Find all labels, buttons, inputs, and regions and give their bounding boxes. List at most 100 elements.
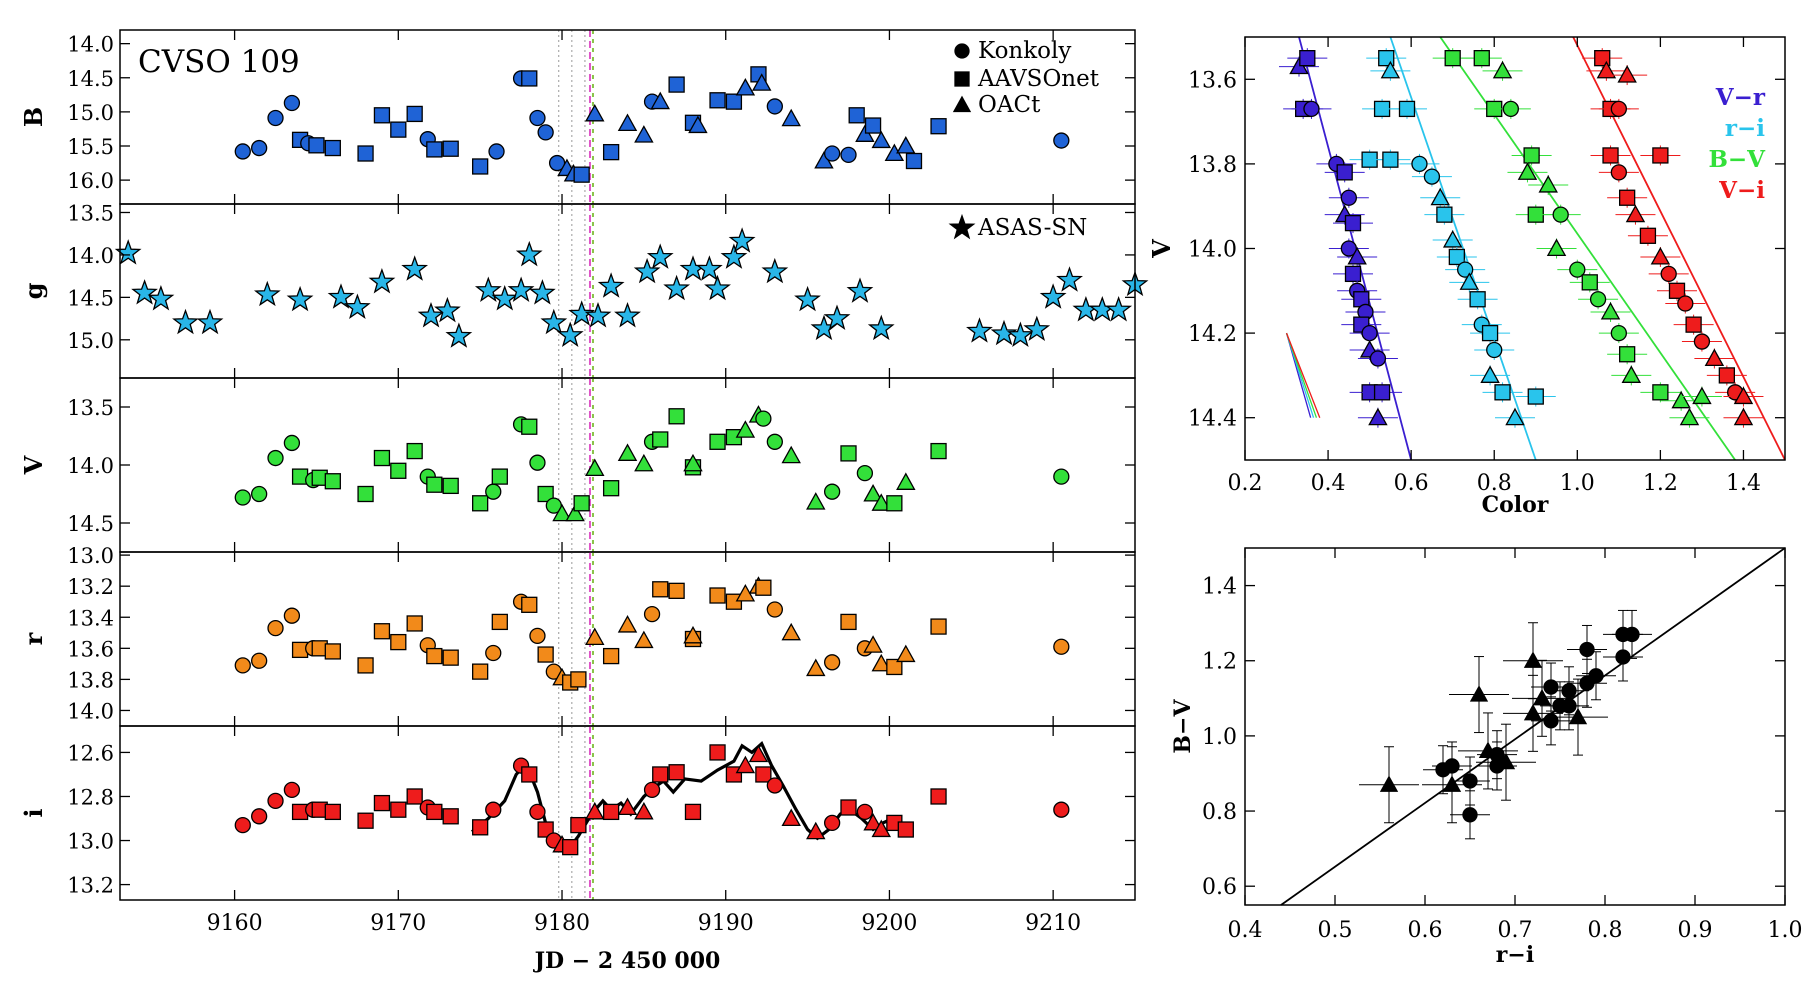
data-point-r-circle — [252, 653, 267, 668]
panel-r: 13.013.213.413.613.814.0r — [19, 544, 1135, 726]
data-point-circle — [1611, 101, 1626, 116]
data-point-r-circle — [825, 655, 840, 670]
data-point-V-circle — [284, 435, 299, 450]
data-point-triangle — [1369, 409, 1386, 425]
y-tick-label: 14.5 — [67, 286, 114, 310]
y-tick-label: 13.5 — [67, 396, 114, 420]
data-point-V-square — [887, 496, 902, 511]
data-point-circle — [1304, 101, 1319, 116]
data-point-square — [1383, 152, 1398, 167]
data-point-circle — [1580, 642, 1594, 656]
data-point-triangle — [1548, 240, 1565, 256]
data-point-square — [1495, 385, 1510, 400]
data-point-square — [1375, 385, 1390, 400]
data-point-i-circle — [857, 804, 872, 819]
data-point-r-square — [669, 583, 684, 598]
data-point-square — [1620, 190, 1635, 205]
data-point-square — [1528, 389, 1543, 404]
data-point-B-square — [374, 108, 389, 123]
data-point-V-square — [407, 444, 422, 459]
data-point-r-square — [391, 635, 406, 650]
data-point-r-square — [427, 649, 442, 664]
x-tick-label: 1.4 — [1726, 471, 1761, 496]
data-point-B-triangle — [586, 105, 603, 121]
data-point-square — [1445, 51, 1460, 66]
legend-marker-star — [950, 216, 973, 238]
data-point-g-star — [968, 319, 991, 341]
legend-label: r−i — [1725, 115, 1765, 142]
data-point-circle — [1487, 343, 1502, 358]
data-point-V-triangle — [783, 447, 800, 463]
data-point-g-star — [403, 257, 426, 279]
legend-label: AAVSOnet — [977, 66, 1100, 92]
data-point-circle — [1591, 292, 1606, 307]
data-point-V-square — [710, 434, 725, 449]
data-point-i-square — [710, 745, 725, 760]
data-point-circle — [1553, 207, 1568, 222]
data-point-triangle — [1673, 392, 1690, 408]
y-axis-label: V — [1147, 239, 1176, 259]
data-point-g-star — [289, 288, 312, 310]
data-point-r-square — [473, 664, 488, 679]
data-point-i-circle — [645, 782, 660, 797]
data-point-B-circle — [235, 144, 250, 159]
y-tick-label: 13.8 — [1188, 153, 1237, 178]
y-axis-label: i — [19, 808, 48, 817]
data-point-V-circle — [235, 490, 250, 505]
x-axis-label: JD − 2 450 000 — [533, 948, 721, 974]
data-point-V-circle — [756, 411, 771, 426]
data-point-r-circle — [1054, 639, 1069, 654]
data-point-g-star — [706, 277, 729, 299]
data-point-r-triangle — [586, 629, 603, 645]
data-point-V-square — [604, 481, 619, 496]
panel-frame — [120, 552, 1135, 726]
data-point-i-square — [604, 804, 619, 819]
data-point-r-triangle — [897, 646, 914, 662]
data-point-g-star — [493, 287, 516, 309]
data-point-r-square — [522, 597, 537, 612]
x-tick-label: 0.2 — [1228, 471, 1263, 496]
data-point-B-square — [473, 159, 488, 174]
data-point-V-square — [669, 409, 684, 424]
data-point-i-square — [443, 809, 458, 824]
data-point-r-triangle — [635, 632, 652, 648]
data-point-i-square — [358, 813, 373, 828]
data-point-g-star — [1025, 318, 1048, 340]
data-point-V-square — [358, 487, 373, 502]
data-point-circle — [1370, 351, 1385, 366]
data-point-circle — [1463, 808, 1477, 822]
y-tick-label: 15.0 — [67, 101, 114, 125]
x-tick-label: 9190 — [698, 911, 754, 936]
x-tick-label: 0.5 — [1318, 918, 1353, 943]
data-point-r-square — [931, 619, 946, 634]
data-point-B-triangle — [873, 132, 890, 148]
data-point-r-circle — [284, 608, 299, 623]
data-point-g-star — [649, 245, 672, 267]
data-point-i-square — [374, 796, 389, 811]
data-point-V-square — [427, 477, 442, 492]
data-point-i-circle — [252, 809, 267, 824]
data-point-circle — [1490, 748, 1504, 762]
data-point-V-square — [391, 463, 406, 478]
data-point-g-star — [346, 295, 369, 317]
data-point-B-square — [391, 122, 406, 137]
data-point-i-square — [563, 840, 578, 855]
data-point-r-square — [604, 649, 619, 664]
y-axis-label: B−V — [1170, 699, 1196, 754]
data-point-r-square — [756, 580, 771, 595]
data-point-g-star — [1058, 268, 1081, 290]
y-tick-label: 14.0 — [67, 699, 114, 723]
data-point-i-circle — [1054, 802, 1069, 817]
y-tick-label: 14.0 — [67, 244, 114, 268]
y-tick-label: 12.6 — [67, 741, 114, 765]
y-axis-label: V — [19, 455, 48, 475]
y-tick-label: 14.2 — [1188, 322, 1237, 347]
x-tick-label: 0.4 — [1228, 918, 1263, 943]
data-point-circle — [1412, 156, 1427, 171]
legend-label: OACt — [978, 92, 1041, 118]
data-point-r-square — [653, 582, 668, 597]
x-tick-label: 0.4 — [1311, 471, 1346, 496]
data-point-circle — [1341, 190, 1356, 205]
data-point-square — [1474, 51, 1489, 66]
data-point-B-circle — [1054, 133, 1069, 148]
